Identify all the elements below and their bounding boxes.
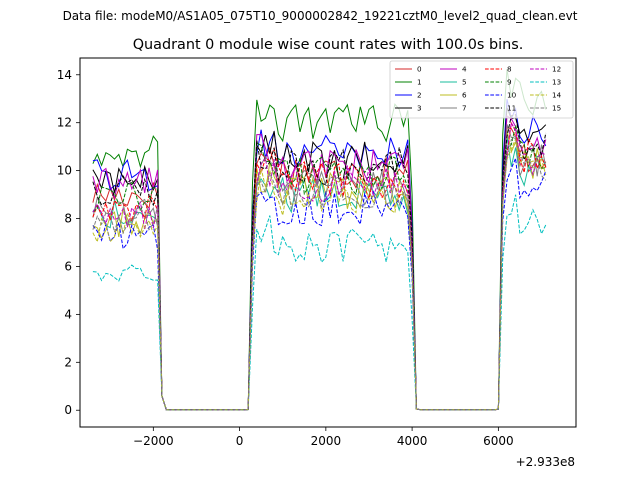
legend-label-11: 11 xyxy=(507,104,516,113)
x-tick-label: 0 xyxy=(236,434,244,448)
y-axis: 0 2 4 6 8 10 12 14 xyxy=(57,68,80,417)
x-offset-label: +2.933e8 xyxy=(516,455,575,469)
y-tick-label: 0 xyxy=(64,403,72,417)
legend-label-2: 2 xyxy=(417,91,422,100)
x-tick-label: 4000 xyxy=(397,434,428,448)
y-tick-label: 10 xyxy=(57,164,72,178)
x-tick-label: −2000 xyxy=(133,434,174,448)
legend-label-9: 9 xyxy=(507,78,512,87)
figure-suptitle: Data file: modeM0/AS1A05_075T10_90000028… xyxy=(63,9,578,23)
legend-label-15: 15 xyxy=(552,104,561,113)
series-line-10 xyxy=(92,156,547,411)
legend-label-0: 0 xyxy=(417,65,422,74)
legend-label-4: 4 xyxy=(462,65,467,74)
legend-label-1: 1 xyxy=(417,78,422,87)
legend-label-13: 13 xyxy=(552,78,561,87)
y-tick-label: 2 xyxy=(64,355,72,369)
series-line-15 xyxy=(92,137,547,411)
plot-lines xyxy=(92,69,547,411)
legend-label-7: 7 xyxy=(462,104,467,113)
legend-label-12: 12 xyxy=(552,65,561,74)
x-tick-label: 6000 xyxy=(483,434,514,448)
y-tick-label: 8 xyxy=(64,212,72,226)
legend-label-3: 3 xyxy=(417,104,422,113)
y-tick-label: 14 xyxy=(57,68,72,82)
legend-label-14: 14 xyxy=(552,91,562,100)
legend-label-6: 6 xyxy=(462,91,467,100)
y-tick-label: 4 xyxy=(64,307,72,321)
y-tick-label: 12 xyxy=(57,116,72,130)
x-tick-label: 2000 xyxy=(311,434,342,448)
legend-label-10: 10 xyxy=(507,91,517,100)
y-tick-label: 6 xyxy=(64,259,72,273)
legend-label-8: 8 xyxy=(507,65,512,74)
chart-title: Quadrant 0 module wise count rates with … xyxy=(133,37,524,53)
legend-label-5: 5 xyxy=(462,78,467,87)
axes-frame xyxy=(79,57,577,428)
x-axis: −2000 0 2000 4000 6000 xyxy=(133,427,514,448)
legend-frame xyxy=(389,60,574,119)
